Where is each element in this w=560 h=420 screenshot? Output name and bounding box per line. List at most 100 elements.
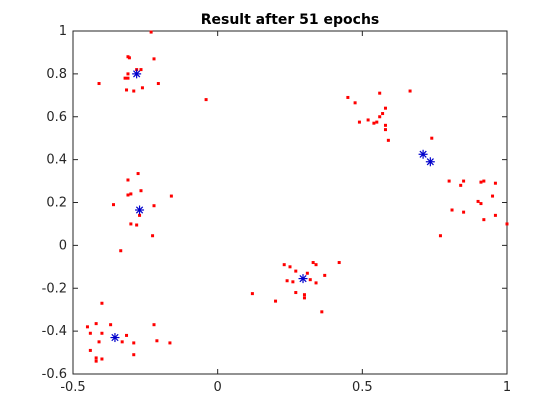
data-point xyxy=(337,261,341,265)
data-point xyxy=(291,280,295,284)
data-point xyxy=(311,261,315,265)
data-point xyxy=(94,322,98,326)
data-point xyxy=(479,180,483,184)
data-point xyxy=(314,281,318,285)
data-point xyxy=(482,179,486,183)
data-point xyxy=(493,181,497,185)
data-point xyxy=(459,183,463,187)
cluster-center-marker xyxy=(425,157,435,167)
y-tick-label: 0.2 xyxy=(46,196,67,211)
y-tick-label: -0.2 xyxy=(42,281,67,296)
x-tick-label: 0 xyxy=(214,380,222,395)
data-point xyxy=(94,356,98,360)
data-point xyxy=(320,310,324,314)
data-points xyxy=(85,30,509,363)
data-point xyxy=(450,208,454,212)
data-point xyxy=(378,91,382,95)
data-point xyxy=(314,263,318,267)
data-point xyxy=(285,279,289,283)
data-point xyxy=(250,292,254,296)
data-point xyxy=(375,120,379,124)
data-point xyxy=(152,57,156,61)
data-point xyxy=(125,333,129,337)
cluster-center-marker xyxy=(132,69,142,79)
y-tick-label: 0.4 xyxy=(46,153,67,168)
data-point xyxy=(462,179,466,183)
y-tick-label: 0.6 xyxy=(46,110,67,125)
data-point xyxy=(85,325,89,329)
data-point xyxy=(372,121,376,125)
cluster-center-marker xyxy=(418,149,428,159)
data-point xyxy=(100,357,104,361)
cluster-center-marker xyxy=(110,333,120,343)
cluster-center-marker xyxy=(298,274,308,284)
data-point xyxy=(139,68,143,72)
y-tick-label: 0 xyxy=(59,238,67,253)
cluster-centers xyxy=(110,69,435,343)
data-point xyxy=(135,223,139,227)
data-point xyxy=(438,234,442,238)
data-point xyxy=(139,189,143,193)
x-tick-label: 1 xyxy=(503,380,511,395)
data-point xyxy=(149,30,153,34)
data-point xyxy=(479,202,483,206)
data-point xyxy=(152,323,156,327)
data-point xyxy=(152,204,156,208)
data-point xyxy=(129,222,133,226)
data-point xyxy=(132,353,136,357)
data-point xyxy=(136,172,140,176)
chart-title: Result after 51 epochs xyxy=(201,12,380,28)
data-point xyxy=(383,123,387,127)
data-point xyxy=(383,128,387,132)
data-point xyxy=(151,234,155,238)
data-point xyxy=(302,296,306,300)
data-point xyxy=(505,222,509,226)
data-point xyxy=(120,340,124,344)
data-point xyxy=(126,178,130,182)
data-point xyxy=(323,273,327,277)
data-point xyxy=(156,82,160,86)
data-point xyxy=(132,89,136,93)
data-point xyxy=(294,291,298,295)
data-point xyxy=(482,218,486,222)
data-point xyxy=(126,193,130,197)
data-point xyxy=(346,95,350,99)
data-point xyxy=(88,331,92,335)
data-point xyxy=(140,86,144,90)
data-point xyxy=(109,323,113,327)
data-point xyxy=(169,194,173,198)
data-point xyxy=(447,179,451,183)
data-point xyxy=(462,210,466,214)
data-point xyxy=(94,359,98,363)
data-point xyxy=(408,89,412,93)
data-point xyxy=(127,56,131,60)
data-point xyxy=(366,118,370,122)
data-point xyxy=(204,98,208,102)
x-tick-label: 0.5 xyxy=(352,380,373,395)
data-point xyxy=(100,331,104,335)
data-point xyxy=(288,265,292,269)
data-point xyxy=(305,271,309,275)
data-point xyxy=(308,278,312,282)
cluster-center-marker xyxy=(135,205,145,215)
data-point xyxy=(112,203,116,207)
data-point xyxy=(97,82,101,86)
data-point xyxy=(274,299,278,303)
data-point xyxy=(168,341,172,345)
data-point xyxy=(493,213,497,217)
data-point xyxy=(126,76,130,80)
data-point xyxy=(383,106,387,110)
data-point xyxy=(386,138,390,142)
data-point xyxy=(138,213,142,217)
y-tick-label: 1 xyxy=(59,24,67,39)
data-point xyxy=(132,341,136,345)
data-point xyxy=(126,72,130,76)
data-point xyxy=(430,136,434,140)
y-tick-label: -0.4 xyxy=(42,324,67,339)
data-point xyxy=(100,301,104,305)
data-point xyxy=(381,112,385,116)
data-point xyxy=(88,348,92,352)
data-point xyxy=(357,120,361,124)
data-point xyxy=(125,88,129,92)
